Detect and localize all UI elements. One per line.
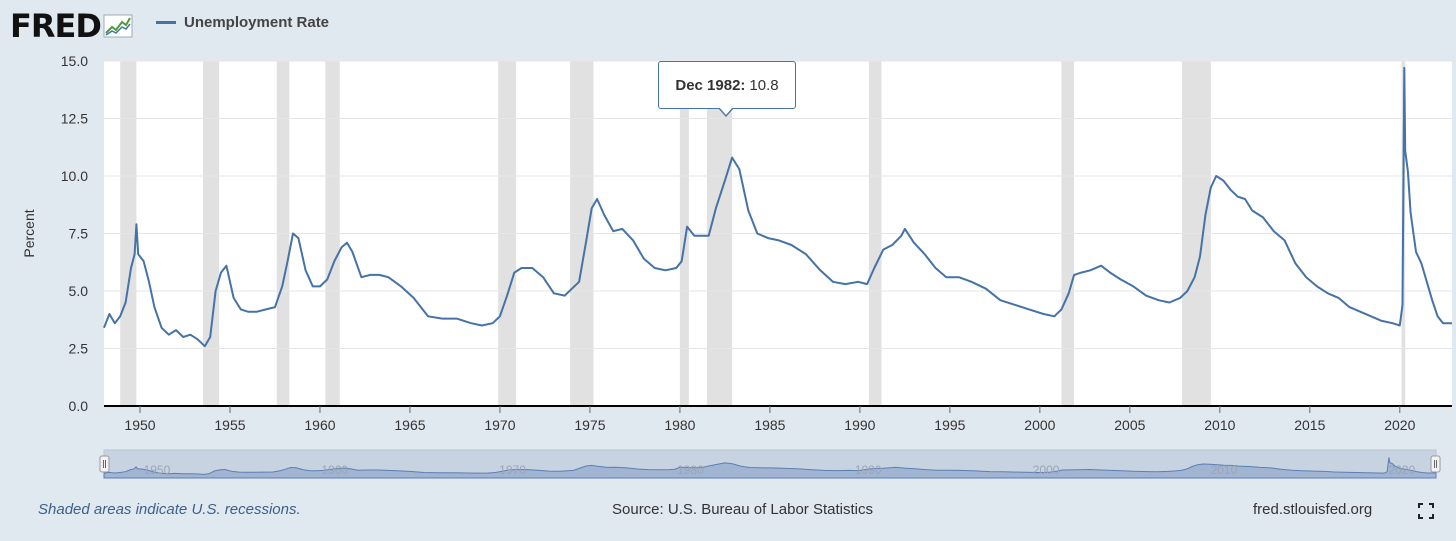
- x-tick-label: 1965: [394, 417, 425, 433]
- logo-text: FRED: [10, 7, 102, 45]
- y-tick-label: 0.0: [69, 398, 89, 414]
- fullscreen-icon[interactable]: [1418, 503, 1434, 519]
- x-tick-label: 1990: [844, 417, 875, 433]
- x-tick-label: 1975: [574, 417, 605, 433]
- navigator-label: 1950: [144, 463, 171, 477]
- legend-line-marker: [156, 21, 176, 24]
- x-tick-label: 1980: [664, 417, 695, 433]
- y-tick-label: 5.0: [69, 283, 89, 299]
- navigator-label: 1960: [321, 463, 348, 477]
- y-tick-label: 7.5: [69, 226, 89, 242]
- navigator-label: 1970: [499, 463, 526, 477]
- navigator-label: 1980: [677, 463, 704, 477]
- x-tick-label: 2000: [1024, 417, 1055, 433]
- unemployment-rate-line: [103, 66, 1452, 348]
- fred-logo[interactable]: FRED: [10, 7, 133, 45]
- x-tick-label: 2010: [1204, 417, 1235, 433]
- y-tick-label: 10.0: [61, 168, 88, 184]
- y-axis-label: Percent: [21, 209, 37, 257]
- x-tick-label: 1985: [754, 417, 785, 433]
- tooltip: Dec 1982: 10.8: [658, 61, 796, 109]
- x-tick-label: 1970: [484, 417, 515, 433]
- tooltip-date: Dec 1982:: [675, 76, 746, 94]
- source-note: Source: U.S. Bureau of Labor Statistics: [612, 501, 873, 518]
- navigator-handle-left[interactable]: [99, 455, 110, 473]
- recession-note: Shaded areas indicate U.S. recessions.: [38, 501, 301, 518]
- navigator-area: [103, 457, 1437, 479]
- tooltip-arrow-inner: [719, 107, 733, 115]
- y-tick-label: 12.5: [61, 111, 88, 127]
- navigator-label: 2020: [1388, 463, 1415, 477]
- navigator-label: 2000: [1033, 463, 1060, 477]
- graph-logo-icon: [103, 14, 133, 38]
- y-tick-label: 15.0: [61, 53, 88, 69]
- x-tick-label: 2020: [1384, 417, 1415, 433]
- site-link[interactable]: fred.stlouisfed.org: [1253, 501, 1373, 518]
- x-tick-label: 1950: [124, 417, 155, 433]
- navigator-label: 1990: [855, 463, 882, 477]
- x-tick-label: 1955: [214, 417, 245, 433]
- navigator-label: 2010: [1211, 463, 1238, 477]
- x-tick-label: 1995: [934, 417, 965, 433]
- legend-label: Unemployment Rate: [184, 14, 330, 31]
- tooltip-value: 10.8: [749, 76, 779, 94]
- navigator-handle-right[interactable]: [1430, 455, 1441, 473]
- y-tick-label: 2.5: [69, 341, 89, 357]
- series-legend[interactable]: Unemployment Rate: [156, 14, 329, 31]
- x-tick-label: 1960: [304, 417, 335, 433]
- x-tick-label: 2015: [1294, 417, 1325, 433]
- x-tick-label: 2005: [1114, 417, 1145, 433]
